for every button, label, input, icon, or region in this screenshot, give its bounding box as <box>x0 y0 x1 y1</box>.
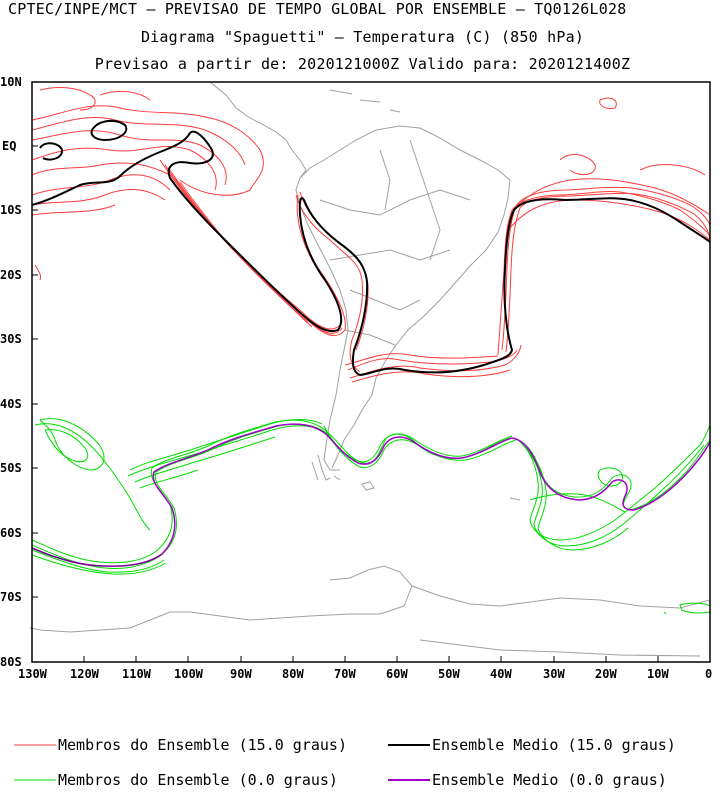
lon-label-110w: 110W <box>122 667 152 681</box>
lat-label-70s: 70S <box>0 590 22 604</box>
lat-label-20s: 20S <box>0 268 22 282</box>
lon-label-20w: 20W <box>595 667 617 681</box>
lat-label-10s: 10S <box>0 203 22 217</box>
coastline-layer <box>29 81 711 657</box>
lat-tick-labels: 10N EQ 10S 20S 30S 40S 50S 60S 70S 80S <box>0 75 22 669</box>
lon-label-80w: 80W <box>282 667 304 681</box>
lon-label-130w: 130W <box>18 667 48 681</box>
map-title-line2: Diagrama "Spaguetti" – Temperatura (C) (… <box>140 28 585 46</box>
lon-label-100w: 100W <box>174 667 204 681</box>
ensemble-members-15c <box>31 87 711 383</box>
lon-label-70w: 70W <box>334 667 356 681</box>
lon-label-0: 0 <box>705 667 712 681</box>
lon-tick-labels: 130W 120W 110W 100W 90W 80W 70W 60W 50W … <box>18 667 712 681</box>
legend-label-members-15: Membros do Ensemble (15.0 graus) <box>58 736 347 754</box>
lon-label-10w: 10W <box>647 667 669 681</box>
lat-ticks <box>32 81 38 663</box>
lat-label-eq: EQ <box>2 139 16 153</box>
lon-label-90w: 90W <box>230 667 252 681</box>
lon-label-50w: 50W <box>438 667 460 681</box>
lat-label-80s: 80S <box>0 655 22 669</box>
lon-label-30w: 30W <box>543 667 565 681</box>
lat-label-40s: 40S <box>0 397 22 411</box>
lon-ticks <box>31 656 711 662</box>
legend-label-mean-15: Ensemble Medio (15.0 graus) <box>432 736 676 754</box>
lat-label-30s: 30S <box>0 332 22 346</box>
ensemble-members-0c <box>31 418 711 615</box>
lon-label-120w: 120W <box>70 667 100 681</box>
lon-label-40w: 40W <box>490 667 512 681</box>
lat-label-10n: 10N <box>0 75 22 89</box>
map-title-line3: Previsao a partir de: 2020121000Z Valido… <box>94 55 631 73</box>
legend-label-mean-0: Ensemble Medio (0.0 graus) <box>432 771 667 789</box>
map-title-line1: CPTEC/INPE/MCT – PREVISAO DE TEMPO GLOBA… <box>8 0 627 18</box>
lat-label-50s: 50S <box>0 461 22 475</box>
ensemble-mean-0c <box>31 423 711 567</box>
lat-label-60s: 60S <box>0 526 22 540</box>
legend-label-members-0: Membros do Ensemble (0.0 graus) <box>58 771 338 789</box>
lon-label-60w: 60W <box>386 667 408 681</box>
ensemble-mean-15c <box>31 119 711 377</box>
map-frame <box>31 81 711 663</box>
ensemble-mean-0c-overlay <box>31 547 163 567</box>
